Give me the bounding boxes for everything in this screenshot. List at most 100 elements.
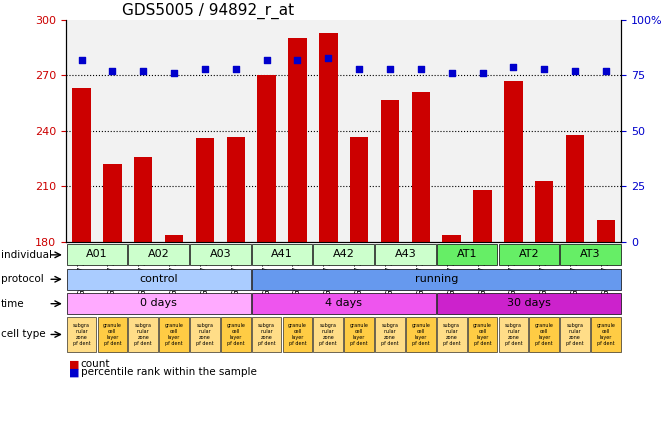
Bar: [561, 245, 621, 265]
Point: [354, 65, 364, 72]
Bar: [591, 317, 621, 352]
Text: subgra
nular
zone
pf dent: subgra nular zone pf dent: [319, 323, 337, 346]
Bar: [252, 317, 282, 352]
Bar: [561, 317, 590, 352]
Bar: [227, 137, 245, 242]
Bar: [498, 317, 528, 352]
Bar: [473, 190, 492, 242]
Bar: [103, 164, 122, 242]
Bar: [344, 20, 375, 242]
Bar: [535, 181, 553, 242]
Text: A02: A02: [148, 250, 169, 259]
Text: control: control: [139, 274, 178, 284]
Bar: [437, 245, 497, 265]
Point: [446, 70, 457, 77]
Point: [385, 65, 395, 72]
Text: granule
cell
layer
pf dent: granule cell layer pf dent: [411, 323, 430, 346]
Text: 4 days: 4 days: [325, 298, 362, 308]
Bar: [221, 317, 251, 352]
Bar: [196, 139, 214, 242]
Point: [539, 65, 549, 72]
Bar: [128, 317, 158, 352]
Bar: [67, 317, 97, 352]
Text: subgra
nular
zone
pf dent: subgra nular zone pf dent: [443, 323, 461, 346]
Point: [231, 65, 241, 72]
Text: 0 days: 0 days: [140, 298, 177, 308]
Bar: [252, 245, 312, 265]
Text: subgra
nular
zone
pf dent: subgra nular zone pf dent: [73, 323, 91, 346]
Bar: [468, 317, 497, 352]
Point: [570, 67, 580, 75]
Bar: [283, 317, 312, 352]
Bar: [504, 81, 523, 242]
Point: [107, 67, 118, 75]
Text: granule
cell
layer
pf dent: granule cell layer pf dent: [473, 323, 492, 346]
Text: AT3: AT3: [580, 250, 601, 259]
Text: AT2: AT2: [518, 250, 539, 259]
Bar: [529, 317, 559, 352]
Bar: [350, 137, 368, 242]
Bar: [437, 317, 467, 352]
Bar: [344, 317, 374, 352]
Text: granule
cell
layer
pf dent: granule cell layer pf dent: [535, 323, 554, 346]
Bar: [406, 317, 436, 352]
Bar: [529, 20, 560, 242]
Bar: [498, 245, 559, 265]
Bar: [319, 33, 338, 242]
Bar: [375, 317, 405, 352]
Bar: [190, 20, 220, 242]
Bar: [128, 245, 189, 265]
Bar: [98, 317, 127, 352]
Bar: [252, 269, 621, 289]
Bar: [375, 20, 405, 242]
Point: [76, 56, 87, 63]
Bar: [590, 20, 621, 242]
Text: subgra
nular
zone
pf dent: subgra nular zone pf dent: [196, 323, 214, 346]
Text: protocol: protocol: [1, 274, 44, 284]
Text: granule
cell
layer
pf dent: granule cell layer pf dent: [288, 323, 307, 346]
Text: A42: A42: [332, 250, 355, 259]
Bar: [412, 92, 430, 242]
Bar: [67, 245, 127, 265]
Bar: [134, 157, 153, 242]
Bar: [381, 99, 399, 242]
Point: [292, 56, 303, 63]
Bar: [313, 245, 374, 265]
Text: subgra
nular
zone
pf dent: subgra nular zone pf dent: [134, 323, 152, 346]
Bar: [313, 317, 343, 352]
Point: [508, 63, 519, 70]
Text: granule
cell
layer
pf dent: granule cell layer pf dent: [226, 323, 245, 346]
Text: subgra
nular
zone
pf dent: subgra nular zone pf dent: [566, 323, 584, 346]
Point: [138, 67, 149, 75]
Text: subgra
nular
zone
pf dent: subgra nular zone pf dent: [258, 323, 276, 346]
Bar: [405, 20, 436, 242]
Bar: [159, 317, 189, 352]
Bar: [288, 39, 307, 242]
Bar: [128, 20, 159, 242]
Bar: [257, 75, 276, 242]
Text: ■: ■: [69, 359, 80, 369]
Bar: [442, 234, 461, 242]
Text: granule
cell
layer
pf dent: granule cell layer pf dent: [103, 323, 122, 346]
Bar: [282, 20, 313, 242]
Text: ■: ■: [69, 367, 80, 377]
Text: subgra
nular
zone
pf dent: subgra nular zone pf dent: [504, 323, 522, 346]
Bar: [67, 293, 251, 314]
Bar: [165, 234, 183, 242]
Point: [261, 56, 272, 63]
Bar: [252, 293, 436, 314]
Bar: [190, 245, 251, 265]
Bar: [190, 317, 219, 352]
Bar: [597, 220, 615, 242]
Bar: [313, 20, 344, 242]
Bar: [375, 245, 436, 265]
Text: time: time: [1, 299, 24, 309]
Text: A43: A43: [395, 250, 416, 259]
Bar: [467, 20, 498, 242]
Bar: [560, 20, 590, 242]
Bar: [67, 269, 251, 289]
Bar: [72, 88, 91, 242]
Text: running: running: [414, 274, 458, 284]
Text: AT1: AT1: [457, 250, 477, 259]
Text: granule
cell
layer
pf dent: granule cell layer pf dent: [596, 323, 615, 346]
